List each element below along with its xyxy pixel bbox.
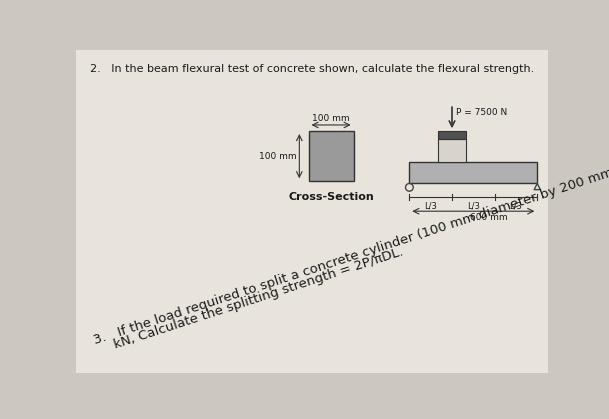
Text: P = 7500 N: P = 7500 N [456,108,507,117]
Text: 600 mm: 600 mm [470,213,507,222]
Text: kN, Calculate the splitting strength = 2P/πDL.: kN, Calculate the splitting strength = 2… [91,246,404,358]
Bar [409,162,537,184]
Bar [438,131,465,139]
Text: 100 mm: 100 mm [312,114,350,123]
Text: 3.   If the load required to split a concrete cylinder (100 mm diameter by 200 m: 3. If the load required to split a concr… [91,136,609,347]
Text: 2.   In the beam flexural test of concrete shown, calculate the flexural strengt: 2. In the beam flexural test of concrete… [90,64,534,74]
Text: L/3: L/3 [424,201,437,210]
Text: 100 mm: 100 mm [259,152,297,160]
Text: Cross-Section: Cross-Section [288,192,374,202]
Text: L/3: L/3 [510,201,523,210]
Bar [438,139,465,162]
Text: L/3: L/3 [467,201,480,210]
Bar [309,131,354,181]
